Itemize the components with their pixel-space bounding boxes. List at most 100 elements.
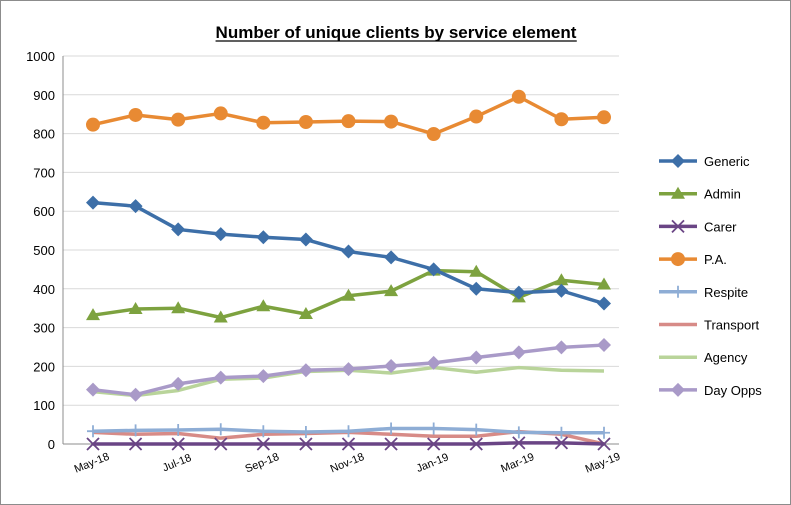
data-point <box>671 154 685 168</box>
data-point <box>171 376 186 391</box>
data-point <box>554 112 569 127</box>
data-point <box>554 283 569 298</box>
data-point <box>298 363 313 378</box>
data-point <box>256 115 271 130</box>
data-point <box>341 244 356 259</box>
legend-label: Day Opps <box>704 383 762 398</box>
x-tick-label: May-19 <box>584 451 623 476</box>
data-point <box>512 436 526 450</box>
data-point <box>597 110 611 125</box>
data-point <box>384 437 398 451</box>
data-point <box>385 422 398 435</box>
data-point <box>671 252 685 267</box>
data-point <box>554 273 569 286</box>
legend-item-admin: Admin <box>659 186 741 202</box>
data-point <box>86 382 100 397</box>
series-generic <box>86 195 611 311</box>
data-point <box>256 437 270 451</box>
legend-item-agency: Agency <box>659 350 748 365</box>
legend-label: Respite <box>704 285 748 300</box>
data-point <box>384 114 399 129</box>
data-point <box>257 425 270 438</box>
data-point <box>512 426 525 439</box>
data-point <box>672 285 684 298</box>
x-axis-tick-labels: May-18 Jul-18 Sep-18 Nov-18 Jan-19 Mar-19 May-… <box>73 451 623 476</box>
y-tick-label: 700 <box>33 165 55 180</box>
legend-label: Agency <box>704 350 748 365</box>
data-point <box>213 106 228 121</box>
data-point <box>171 437 185 451</box>
series-p-a- <box>86 89 611 141</box>
x-tick-label: Nov-18 <box>329 451 366 475</box>
data-point <box>256 299 271 312</box>
data-point <box>469 109 484 124</box>
data-point <box>384 250 399 265</box>
data-point <box>214 437 228 451</box>
data-point <box>426 262 441 277</box>
data-point <box>427 422 440 435</box>
grid-lines <box>63 55 619 406</box>
data-point <box>554 340 569 355</box>
data-point <box>671 382 685 397</box>
legend-item-day-opps: Day Opps <box>659 382 762 398</box>
y-tick-label: 200 <box>33 359 55 374</box>
data-point <box>555 426 568 439</box>
data-point <box>671 219 685 234</box>
data-point <box>128 199 143 214</box>
x-tick-label: Jan-19 <box>415 451 451 475</box>
data-point <box>554 436 569 450</box>
data-point <box>298 114 313 129</box>
legend-item-transport: Transport <box>659 318 760 333</box>
data-point <box>511 89 526 104</box>
data-point <box>299 437 313 451</box>
data-point <box>427 437 441 451</box>
data-point <box>384 284 399 297</box>
data-point <box>470 423 483 436</box>
data-point <box>171 301 186 314</box>
data-point <box>341 114 356 129</box>
data-point <box>597 277 611 290</box>
legend-item-generic: Generic <box>659 154 750 169</box>
data-point <box>341 437 356 451</box>
x-tick-label: Sep-18 <box>244 451 281 475</box>
data-point <box>128 437 143 451</box>
data-point <box>128 301 143 314</box>
x-tick-label: Jul-18 <box>161 452 193 474</box>
y-tick-label: 400 <box>33 282 55 297</box>
y-tick-label: 300 <box>33 321 55 336</box>
data-point <box>426 355 441 370</box>
data-point <box>213 370 228 385</box>
data-point <box>671 186 685 199</box>
x-tick-label: Mar-19 <box>499 451 536 475</box>
series-carer <box>86 436 611 451</box>
data-point <box>342 425 355 438</box>
data-point <box>384 359 399 374</box>
y-tick-label: 0 <box>48 437 55 452</box>
data-point <box>597 338 611 353</box>
legend-label: Carer <box>704 219 737 234</box>
legend-item-carer: Carer <box>659 219 737 234</box>
data-point <box>597 296 611 311</box>
data-point <box>214 423 227 436</box>
data-point <box>299 425 312 438</box>
data-point <box>256 369 271 384</box>
data-point <box>597 437 611 451</box>
y-tick-label: 900 <box>33 88 55 103</box>
data-point <box>469 281 484 296</box>
data-point <box>86 195 100 210</box>
legend-label: P.A. <box>704 252 727 267</box>
data-point <box>172 424 185 437</box>
y-tick-label: 100 <box>33 398 55 413</box>
y-tick-label: 600 <box>33 204 55 219</box>
series-day-opps <box>86 338 611 402</box>
legend-item-p-a-: P.A. <box>659 252 727 267</box>
y-tick-label: 1000 <box>26 49 55 64</box>
data-point <box>86 308 100 321</box>
data-series <box>86 89 611 451</box>
legend-label: Admin <box>704 187 741 202</box>
chart-title: Number of unique clients by service elem… <box>216 23 577 42</box>
data-point <box>213 310 228 323</box>
data-point <box>469 264 484 277</box>
